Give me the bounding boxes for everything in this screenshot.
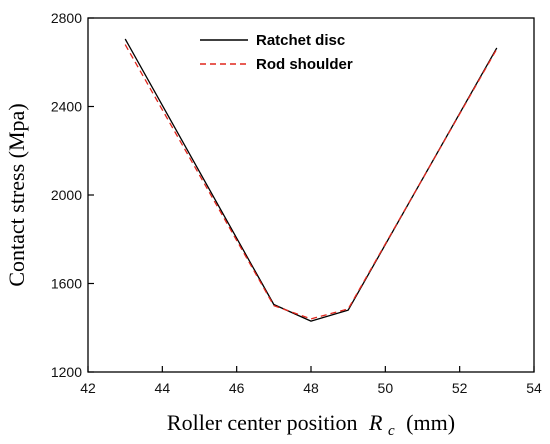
x-tick-label-46: 46 bbox=[229, 380, 245, 396]
y-axis-ticks: 1200 1600 2000 2400 2800 bbox=[51, 10, 94, 380]
y-tick-label-2000: 2000 bbox=[51, 187, 82, 203]
x-tick-label-54: 54 bbox=[526, 380, 542, 396]
legend-label-rod-shoulder: Rod shoulder bbox=[256, 56, 353, 73]
x-tick-label-44: 44 bbox=[155, 380, 171, 396]
y-tick-label-2800: 2800 bbox=[51, 10, 82, 26]
x-tick-label-50: 50 bbox=[378, 380, 394, 396]
x-axis-title-unit: (mm) bbox=[406, 410, 455, 435]
x-tick-label-52: 52 bbox=[452, 380, 468, 396]
y-tick-label-1600: 1600 bbox=[51, 276, 82, 292]
x-axis-ticks: 42 44 46 48 50 52 54 bbox=[80, 366, 542, 396]
x-tick-label-42: 42 bbox=[80, 380, 96, 396]
y-tick-label-1200: 1200 bbox=[51, 364, 82, 380]
series-line-rod-shoulder bbox=[124, 44, 498, 320]
x-axis-title-text: Roller center position bbox=[167, 410, 358, 435]
x-axis-title-symbol: R bbox=[368, 410, 383, 435]
y-tick-label-2400: 2400 bbox=[51, 99, 82, 115]
series-line-ratchet-disc bbox=[124, 38, 498, 322]
x-tick-label-48: 48 bbox=[303, 380, 319, 396]
legend-label-ratchet-disc: Ratchet disc bbox=[256, 32, 345, 49]
y-axis-title: Contact stress (Mpa) bbox=[4, 103, 29, 286]
series-layer bbox=[124, 38, 498, 322]
x-axis-title: Roller center position R c (mm) bbox=[167, 410, 455, 440]
x-axis-title-subscript: c bbox=[388, 423, 395, 439]
legend: Ratchet disc Rod shoulder bbox=[200, 32, 353, 73]
